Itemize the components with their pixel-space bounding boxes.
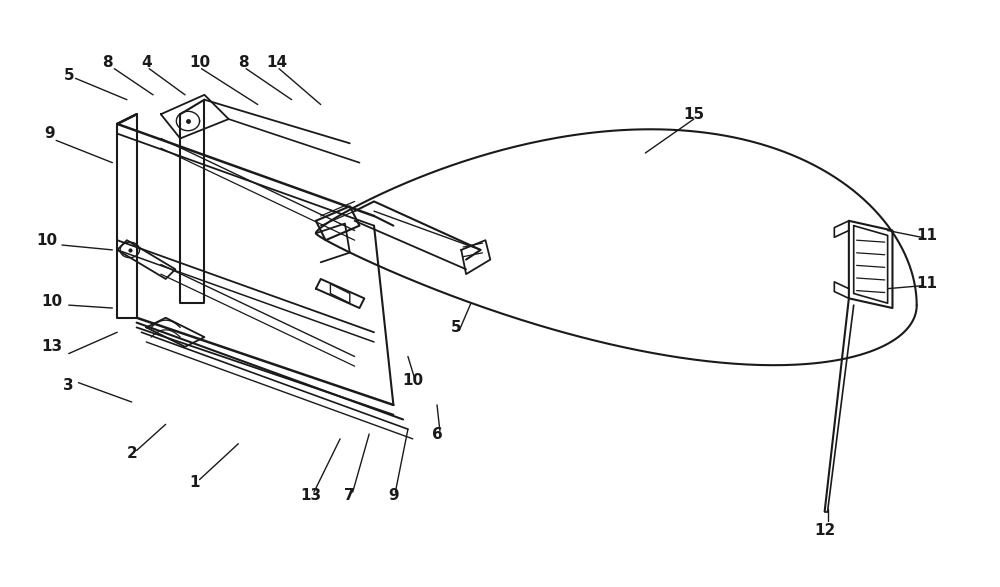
Text: 13: 13 — [300, 488, 322, 502]
Text: 8: 8 — [102, 55, 113, 70]
Text: 8: 8 — [238, 55, 249, 70]
Text: 5: 5 — [451, 320, 462, 335]
Text: 1: 1 — [189, 475, 200, 490]
Text: 12: 12 — [814, 524, 835, 538]
Text: 4: 4 — [141, 55, 152, 70]
Text: 10: 10 — [36, 232, 57, 248]
Text: 13: 13 — [42, 339, 63, 355]
Text: 7: 7 — [344, 488, 355, 502]
Text: 5: 5 — [63, 68, 74, 83]
Text: 10: 10 — [42, 294, 63, 309]
Text: 11: 11 — [916, 228, 937, 243]
Text: 6: 6 — [432, 427, 442, 441]
Text: 11: 11 — [916, 276, 937, 291]
Text: 9: 9 — [388, 488, 399, 502]
Text: 14: 14 — [267, 55, 288, 70]
Text: 10: 10 — [189, 55, 210, 70]
Text: 15: 15 — [683, 107, 704, 122]
Text: 3: 3 — [63, 378, 74, 393]
Text: 9: 9 — [44, 126, 55, 141]
Text: 2: 2 — [126, 446, 137, 461]
Text: 10: 10 — [402, 373, 423, 388]
